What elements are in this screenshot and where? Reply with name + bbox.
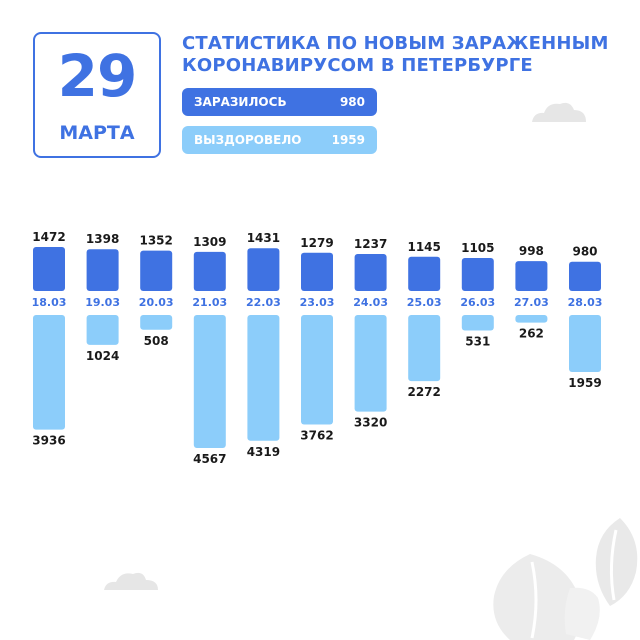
legend-infected: ЗАРАЗИЛОСЬ 980 xyxy=(182,88,377,116)
infected-bar xyxy=(247,248,280,291)
infected-bar xyxy=(193,251,226,291)
infected-value-label: 1279 xyxy=(300,236,333,250)
recovered-value-label: 262 xyxy=(519,327,544,341)
infected-value-label: 1105 xyxy=(461,241,494,255)
date-tick-label: 28.03 xyxy=(568,296,603,309)
chart-title: СТАТИСТИКА ПО НОВЫМ ЗАРАЖЕННЫМ КОРОНАВИР… xyxy=(182,33,622,77)
infected-value-label: 980 xyxy=(572,245,597,259)
infected-bar xyxy=(408,256,441,291)
date-tick-label: 22.03 xyxy=(246,296,281,309)
date-tick-label: 18.03 xyxy=(32,296,67,309)
infected-bar xyxy=(515,261,548,291)
infected-value-label: 1309 xyxy=(193,235,226,249)
infected-value-label: 1472 xyxy=(32,230,65,244)
recovered-value-label: 4319 xyxy=(247,445,280,459)
recovered-value-label: 531 xyxy=(465,334,490,348)
infected-value-label: 1352 xyxy=(139,234,172,248)
recovered-value-label: 3320 xyxy=(354,416,387,430)
recovered-bar xyxy=(247,315,280,441)
date-tick-label: 24.03 xyxy=(353,296,388,309)
infected-bar xyxy=(354,254,387,291)
date-tick-label: 23.03 xyxy=(300,296,335,309)
legend-infected-label: ЗАРАЗИЛОСЬ xyxy=(194,95,287,109)
infected-bar xyxy=(461,257,494,291)
recovered-bar xyxy=(461,315,494,331)
date-tick-label: 26.03 xyxy=(460,296,495,309)
date-tick-label: 21.03 xyxy=(192,296,227,309)
leaves-icon xyxy=(493,518,638,640)
recovered-value-label: 508 xyxy=(144,334,169,348)
legend-recovered-label: ВЫЗДОРОВЕЛО xyxy=(194,133,302,147)
date-month: МАРТА xyxy=(59,122,135,144)
date-tick-label: 20.03 xyxy=(139,296,174,309)
infected-value-label: 1145 xyxy=(407,240,440,254)
infected-value-label: 1237 xyxy=(354,237,387,251)
cloud-icon xyxy=(532,102,586,122)
infected-bar xyxy=(301,252,333,291)
bar-chart: 1472 18.03 3936 1398 19.03 1024 1352 20.03 508 13… xyxy=(32,230,603,466)
date-badge: 29 МАРТА xyxy=(33,32,161,158)
infected-value-label: 998 xyxy=(519,244,544,258)
recovered-bar xyxy=(354,315,387,412)
recovered-value-label: 3936 xyxy=(32,434,65,448)
recovered-bar xyxy=(301,315,333,425)
title-line-2: КОРОНАВИРУСОМ В ПЕТЕРБУРГЕ xyxy=(182,55,533,76)
infected-bar xyxy=(569,261,601,291)
infected-value-label: 1398 xyxy=(86,232,119,246)
date-tick-label: 19.03 xyxy=(85,296,120,309)
recovered-bar xyxy=(569,315,601,373)
recovered-bar xyxy=(140,315,173,330)
recovered-bar xyxy=(193,315,226,448)
recovered-value-label: 1959 xyxy=(568,376,601,390)
recovered-value-label: 2272 xyxy=(407,385,440,399)
recovered-value-label: 1024 xyxy=(86,349,119,363)
legend-recovered-value: 1959 xyxy=(331,133,365,147)
legend-infected-value: 980 xyxy=(339,95,365,109)
recovered-bar xyxy=(86,315,119,345)
infected-bar xyxy=(33,247,65,291)
date-tick-label: 27.03 xyxy=(514,296,549,309)
recovered-bar xyxy=(515,315,548,323)
legend-recovered: ВЫЗДОРОВЕЛО 1959 xyxy=(182,126,377,154)
infected-bar xyxy=(140,250,173,291)
recovered-bar xyxy=(408,315,441,382)
infected-bar xyxy=(86,249,119,291)
infected-value-label: 1431 xyxy=(247,231,280,245)
recovered-bar xyxy=(33,315,65,430)
cloud-icon xyxy=(104,572,158,590)
title-line-1: СТАТИСТИКА ПО НОВЫМ ЗАРАЖЕННЫМ xyxy=(182,33,609,54)
recovered-value-label: 3762 xyxy=(300,429,333,443)
recovered-value-label: 4567 xyxy=(193,452,226,466)
date-day: 29 xyxy=(57,42,138,110)
date-tick-label: 25.03 xyxy=(407,296,442,309)
